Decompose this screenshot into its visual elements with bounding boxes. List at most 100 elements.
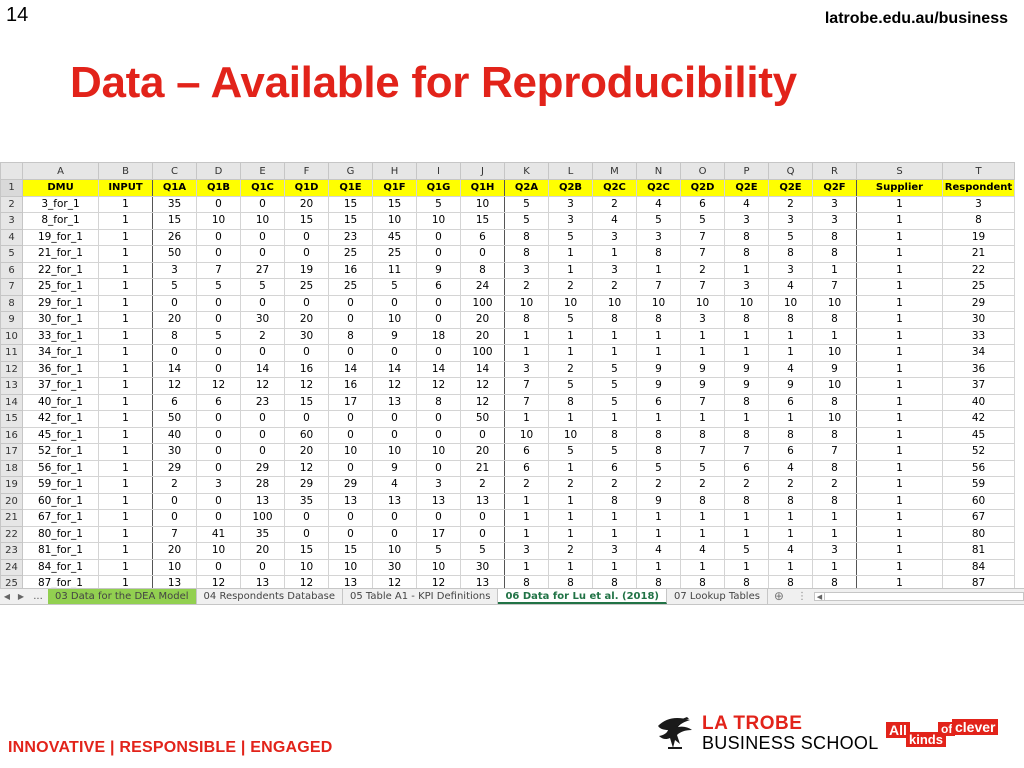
table-cell[interactable]: 1 xyxy=(98,492,153,510)
table-cell[interactable]: 35 xyxy=(284,492,329,510)
table-cell[interactable]: 1 xyxy=(592,344,637,362)
table-cell[interactable]: 0 xyxy=(196,294,241,312)
table-cell[interactable]: 0 xyxy=(328,311,373,329)
table-cell[interactable]: 0 xyxy=(284,344,329,362)
sheet-tab-respondents-database[interactable]: 04 Respondents Database xyxy=(196,589,343,604)
table-cell[interactable]: 8 xyxy=(724,245,769,263)
table-cell[interactable]: 0 xyxy=(196,344,241,362)
table-cell[interactable]: 1 xyxy=(680,525,725,543)
table-cell[interactable]: 67_for_1 xyxy=(22,509,99,527)
table-cell[interactable]: 8 xyxy=(592,426,637,444)
table-cell[interactable]: 7 xyxy=(680,278,725,296)
table-cell[interactable]: 8 xyxy=(504,245,549,263)
table-cell[interactable]: 14 xyxy=(240,360,285,378)
table-cell[interactable]: 1 xyxy=(98,377,153,395)
table-cell[interactable]: 10 xyxy=(680,294,725,312)
table-cell[interactable]: 1 xyxy=(856,327,943,345)
table-cell[interactable]: 10 xyxy=(548,294,593,312)
table-cell[interactable]: 12 xyxy=(372,377,417,395)
table-cell[interactable]: 1 xyxy=(856,443,943,461)
table-cell[interactable]: 1 xyxy=(856,311,943,329)
table-cell[interactable]: 1 xyxy=(856,558,943,576)
table-cell[interactable]: 3 xyxy=(196,476,241,494)
table-cell[interactable]: 35 xyxy=(240,525,285,543)
table-cell[interactable]: 2 xyxy=(680,476,725,494)
table-cell[interactable]: 10 xyxy=(416,212,461,230)
table-cell[interactable]: 25 xyxy=(328,278,373,296)
table-cell[interactable]: 10 xyxy=(504,426,549,444)
table-cell[interactable]: 45_for_1 xyxy=(22,426,99,444)
table-cell[interactable]: 6 xyxy=(152,393,197,411)
table-cell[interactable]: 1 xyxy=(856,261,943,279)
table-cell[interactable]: 3 xyxy=(152,261,197,279)
table-cell[interactable]: 12 xyxy=(416,377,461,395)
table-cell[interactable]: 1 xyxy=(98,195,153,213)
table-cell[interactable]: 13 xyxy=(416,492,461,510)
table-cell[interactable]: 1 xyxy=(98,542,153,560)
row-number[interactable]: 9 xyxy=(0,311,23,329)
column-header[interactable]: C xyxy=(152,162,197,180)
table-cell[interactable]: 0 xyxy=(372,525,417,543)
table-cell[interactable]: 8 xyxy=(592,311,637,329)
table-cell[interactable]: 0 xyxy=(328,509,373,527)
table-cell[interactable]: 29 xyxy=(328,476,373,494)
table-cell[interactable]: 0 xyxy=(416,245,461,263)
table-cell[interactable]: 5 xyxy=(416,195,461,213)
table-cell[interactable]: 0 xyxy=(460,525,505,543)
table-cell[interactable]: 10 xyxy=(240,212,285,230)
table-cell[interactable]: 6 xyxy=(196,393,241,411)
table-cell[interactable]: 9 xyxy=(768,377,813,395)
table-cell[interactable]: 0 xyxy=(284,509,329,527)
table-cell[interactable]: 9 xyxy=(680,360,725,378)
table-cell[interactable]: 5 xyxy=(592,393,637,411)
table-cell[interactable]: 13 xyxy=(240,492,285,510)
table-cell[interactable]: 13 xyxy=(460,492,505,510)
table-cell[interactable]: 80_for_1 xyxy=(22,525,99,543)
table-cell[interactable]: 28 xyxy=(240,476,285,494)
table-cell[interactable]: 6 xyxy=(724,459,769,477)
table-cell[interactable]: 3 xyxy=(504,261,549,279)
table-cell[interactable]: 16 xyxy=(328,377,373,395)
table-cell[interactable]: 1 xyxy=(548,459,593,477)
row-number[interactable]: 11 xyxy=(0,344,23,362)
header-cell[interactable]: Q1H xyxy=(460,179,505,197)
table-cell[interactable]: 9 xyxy=(372,327,417,345)
row-number[interactable]: 14 xyxy=(0,393,23,411)
header-cell[interactable]: Q2C xyxy=(636,179,681,197)
header-cell[interactable]: Supplier xyxy=(856,179,943,197)
table-cell[interactable]: 0 xyxy=(284,228,329,246)
table-cell[interactable]: 8 xyxy=(768,245,813,263)
table-cell[interactable]: 2 xyxy=(724,476,769,494)
table-cell[interactable]: 1 xyxy=(98,294,153,312)
table-cell[interactable]: 25 xyxy=(328,245,373,263)
table-cell[interactable]: 15 xyxy=(284,542,329,560)
table-cell[interactable]: 1 xyxy=(98,228,153,246)
table-cell[interactable]: 37 xyxy=(942,377,1015,395)
table-cell[interactable]: 21 xyxy=(942,245,1015,263)
table-cell[interactable]: 6 xyxy=(680,195,725,213)
table-cell[interactable]: 0 xyxy=(240,426,285,444)
table-cell[interactable]: 15 xyxy=(284,393,329,411)
header-cell[interactable]: DMU xyxy=(22,179,99,197)
table-cell[interactable]: 1 xyxy=(98,311,153,329)
table-cell[interactable]: 14 xyxy=(152,360,197,378)
column-header[interactable]: S xyxy=(856,162,943,180)
table-cell[interactable]: 0 xyxy=(196,492,241,510)
table-cell[interactable]: 4 xyxy=(372,476,417,494)
table-cell[interactable]: 10 xyxy=(328,558,373,576)
table-cell[interactable]: 8 xyxy=(768,426,813,444)
table-cell[interactable]: 12 xyxy=(152,377,197,395)
table-cell[interactable]: 0 xyxy=(372,509,417,527)
table-cell[interactable]: 1 xyxy=(724,558,769,576)
table-cell[interactable]: 21_for_1 xyxy=(22,245,99,263)
table-cell[interactable]: 8 xyxy=(812,228,857,246)
table-cell[interactable]: 45 xyxy=(942,426,1015,444)
row-number[interactable]: 22 xyxy=(0,525,23,543)
table-cell[interactable]: 10 xyxy=(548,426,593,444)
table-cell[interactable]: 17 xyxy=(416,525,461,543)
table-cell[interactable]: 5 xyxy=(680,212,725,230)
column-header[interactable]: O xyxy=(680,162,725,180)
table-cell[interactable]: 10 xyxy=(152,558,197,576)
header-cell[interactable]: Q1G xyxy=(416,179,461,197)
table-cell[interactable]: 8 xyxy=(812,393,857,411)
